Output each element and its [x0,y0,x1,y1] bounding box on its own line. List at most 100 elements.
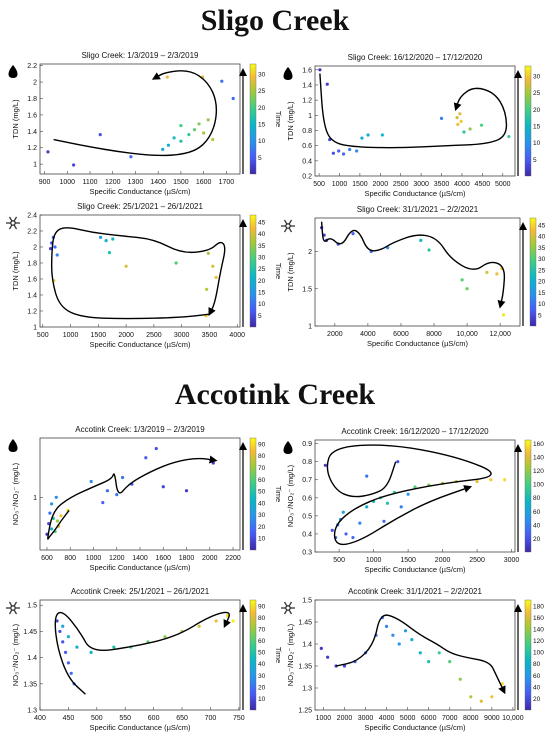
snowflake-icon [6,216,20,230]
y-tick-label: 1.4 [302,82,312,89]
y-tick-label: 1.6 [27,112,37,119]
data-point [124,264,128,268]
colorbar [249,599,257,711]
x-tick-label: 6000 [421,715,437,722]
x-tick-label: 500 [37,332,49,339]
data-points [48,235,218,318]
colorbar-tick-label: 15 [538,290,546,297]
data-points [320,226,506,317]
rain-drop-icon [8,439,18,452]
x-tick-label: 10,000 [456,331,478,338]
x-tick-label: 12,000 [489,331,511,338]
data-point [495,272,499,276]
data-point [382,519,386,523]
data-point [53,245,57,249]
data-point [342,664,347,668]
colorbar-tick-label: 5 [538,312,542,319]
y-axis-label: TDN (mg/L) [286,252,295,292]
x-tick-label: 800 [64,555,76,562]
x-tick-label: 4000 [379,715,395,722]
data-points [323,460,507,540]
colorbar-tick-label: 10 [258,138,266,145]
x-tick-label: 1000 [63,332,79,339]
x-tick-label: 2000 [327,331,343,338]
colorbar-tick-label: 35 [538,245,546,252]
data-point [172,136,176,140]
data-point [66,635,71,639]
colorbar-tick-label: 40 [538,234,546,241]
colorbar-tick-label: 40 [533,684,541,691]
colorbar-tick-label: 60 [533,673,541,680]
y-tick-label: 1.5 [302,286,312,293]
chart-title: Sligo Creek: 16/12/2020 – 17/12/2020 [348,53,483,62]
colorbar-tick-label: 10 [258,696,266,703]
data-point [418,651,422,655]
colorbar-tick-label: 50 [258,650,266,657]
colorbar-tick-label: 90 [258,603,266,610]
data-point [448,660,452,664]
y-tick-label: 0.5 [302,513,312,520]
x-tick-label: 400 [34,715,46,722]
data-point [485,270,489,274]
colorbar-tick-label: 30 [258,255,266,262]
colorbar-tick-label: 15 [258,290,266,297]
x-tick-label: 1500 [352,181,368,188]
y-tick-label: 2.4 [27,213,37,220]
x-tick-label: 3000 [413,181,429,188]
data-point [341,510,345,514]
hysteresis-loop [326,444,492,546]
data-point [66,661,71,665]
hysteresis-loop [47,455,218,540]
hysteresis-loop [335,614,506,695]
data-point [331,151,335,155]
colorbar-tick-label: 40 [258,231,266,238]
data-point [501,313,506,317]
x-tick-label: 1200 [105,179,121,186]
y-tick-label: 0.6 [302,495,312,502]
colorbar-tick-label: 20 [258,278,266,285]
colorbar-tick-label: 60 [258,477,266,484]
weather-icon [281,601,295,615]
data-point [391,633,395,637]
chart-title: Sligo Creek: 31/1/2021 – 2/2/2021 [357,205,479,214]
chart-title: Accotink Creek: 31/1/2021 – 2/2/2021 [348,587,482,596]
x-tick-label: 450 [63,715,75,722]
data-point [46,150,50,154]
data-point [89,479,93,484]
x-axis-label: Specific Conductance (µS/cm) [367,339,469,348]
data-point [50,502,54,506]
data-point [318,68,322,72]
colorbar-tick-label: 30 [258,512,266,519]
y-tick-label: 1.4 [27,293,37,300]
data-point [55,519,60,523]
x-tick-label: 700 [205,715,217,722]
colorbar-tick-label: 35 [258,243,266,250]
y-tick-label: 0.2 [302,174,312,181]
data-point [220,79,224,83]
colorbar-tick-label: 160 [533,615,544,622]
colorbar-tick-label: 80 [533,495,541,502]
data-point [55,619,59,623]
data-point [365,505,369,509]
x-tick-label: 1200 [109,555,125,562]
y-axis-label: NO₃⁻/NO₂⁻ (mg/L) [286,464,295,527]
x-tick-label: 1700 [219,179,235,186]
colorbar-tick-label: 140 [533,626,544,633]
colorbar-tick-label: 25 [258,88,266,95]
x-tick-label: 1600 [196,179,212,186]
data-point [115,493,119,497]
data-point [419,238,423,242]
data-point [479,699,483,703]
chart-panel-5: Accotink Creek: 1/3/2019 – 2/3/2019 600 80… [8,425,283,572]
x-tick-label: 10,000 [502,715,524,722]
x-tick-label: 3000 [504,557,520,564]
data-point [344,532,348,536]
data-point [225,614,230,618]
x-tick-label: 1600 [155,555,171,562]
x-tick-label: 1400 [150,179,166,186]
x-tick-label: 2500 [146,332,162,339]
data-point [365,474,369,478]
colorbar [249,214,257,328]
data-point [55,253,59,257]
data-point [54,495,58,499]
